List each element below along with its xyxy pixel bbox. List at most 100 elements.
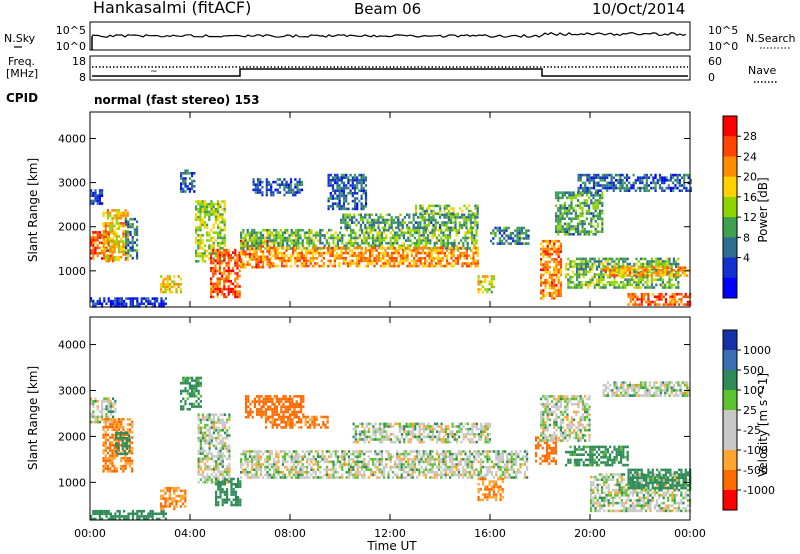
echo-cell [548,286,551,290]
echo-cell [127,230,130,234]
echo-cell [195,405,198,408]
echo-cell [590,186,593,190]
echo-cell [217,426,220,429]
echo-cell [557,230,560,233]
echo-cell [448,251,451,255]
echo-cell [197,234,200,237]
echo-cell [234,261,237,265]
echo-cell [377,221,380,224]
echo-cell [479,288,482,291]
echo-cell [361,241,364,245]
echo-cell [595,268,598,271]
echo-cell [221,215,224,219]
echo-cell [391,264,394,268]
echo-cell [195,231,198,234]
echo-cell [338,192,341,195]
echo-cell [516,239,519,243]
echo-cell [452,251,455,255]
echo-cell [355,223,358,227]
echo-cell [266,258,269,261]
echo-cell [664,269,667,272]
echo-cell [267,180,271,184]
echo-cell [94,197,97,200]
echo-cell [561,212,564,215]
echo-cell [655,266,658,269]
echo-cell [210,244,213,247]
echo-cell [620,274,623,277]
echo-cell [484,280,487,283]
echo-cell [555,265,558,269]
echo-cell [435,241,438,245]
echo-cell [559,247,562,251]
echo-cell [281,246,284,250]
echo-cell [102,214,105,217]
echo-cell [650,260,653,263]
echo-cell [578,283,581,287]
echo-cell [351,192,354,195]
echo-cell [122,229,125,233]
echo-cell [318,251,321,255]
echo-cell [248,234,251,237]
echo-cell [439,209,442,213]
echo-cell [210,285,213,288]
echo-cell [312,239,315,242]
echo-cell [557,278,560,282]
echo-cell [578,281,581,284]
echo-cell [677,257,680,261]
echo-cell [364,246,367,250]
echo-cell [229,256,232,260]
echo-cell [579,233,582,236]
echo-cell [228,455,231,458]
echo-cell [195,379,198,382]
echo-cell [124,214,127,217]
echo-cell [476,246,479,250]
echo-cell [415,207,418,210]
echo-cell [128,451,132,455]
echo-cell [113,229,116,233]
echo-cell [384,223,387,227]
echo-cell [223,228,226,232]
echo-cell [210,236,213,240]
echo-cell [345,186,348,190]
echo-cell [593,257,596,261]
echo-cell [129,241,132,244]
echo-cell [131,441,134,444]
echo-cell [329,181,332,185]
echo-cell [615,274,618,277]
echo-cell [612,184,615,187]
echo-cell [131,299,134,303]
echo-cell [242,247,245,250]
echo-cell [380,234,383,237]
echo-cell [136,251,139,255]
echo-cell [360,194,363,198]
echo-cell [116,302,119,306]
echo-cell [628,266,632,269]
echo-cell [215,460,218,463]
echo-cell [136,249,139,252]
echo-cell [227,293,230,296]
echo-cell [238,259,241,262]
echo-cell [679,266,682,269]
echo-cell [680,176,684,179]
echo-cell [166,277,169,281]
echo-cell [386,221,389,224]
echo-cell [104,449,107,452]
echo-cell [208,210,211,214]
echo-cell [581,222,584,226]
echo-cell [201,221,204,224]
echo-cell [468,228,471,232]
echo-cell [353,254,356,257]
echo-cell [268,228,271,232]
echo-cell [237,485,240,489]
echo-cell [107,233,110,237]
echo-cell [212,241,215,245]
echo-cell [599,212,602,215]
echo-cell [675,260,678,263]
echo-cell [345,244,348,248]
echo-cell [201,234,204,237]
echo-cell [182,405,185,408]
echo-cell [101,257,104,260]
echo-cell [581,225,584,228]
echo-cell [164,499,167,503]
echo-cell [201,257,204,260]
